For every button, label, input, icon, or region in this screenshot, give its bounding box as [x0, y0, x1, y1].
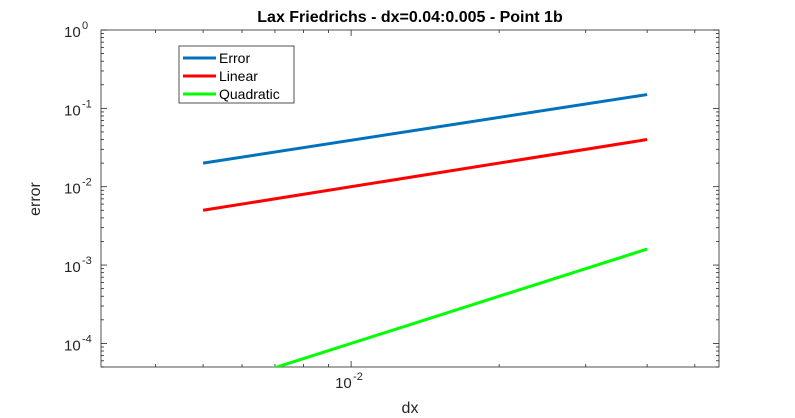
- axis-ticks: 10 010 -110 -210 -310 -410 -2: [64, 20, 719, 392]
- y-tick-base: 10: [64, 337, 81, 354]
- y-tick-base: 10: [64, 259, 81, 276]
- y-tick-label: 10 -4: [64, 333, 92, 354]
- legend-item: Error: [183, 50, 250, 66]
- y-tick-label: 10 0: [64, 20, 88, 41]
- legend-item: Quadratic: [183, 86, 280, 102]
- legend-item: Linear: [183, 68, 258, 84]
- series-line-linear: [202, 138, 648, 212]
- y-tick-base: 10: [64, 102, 81, 119]
- y-tick-exponent: -2: [82, 177, 92, 189]
- y-tick-label: 10 -1: [64, 98, 92, 119]
- chart-title: Lax Friedrichs - dx=0.04:0.005 - Point 1…: [257, 9, 563, 26]
- y-tick-label: 10 -2: [64, 177, 92, 198]
- y-tick-exponent: -3: [82, 255, 92, 267]
- y-tick-base: 10: [64, 181, 81, 198]
- legend: Error Linear Quadratic: [178, 45, 295, 104]
- legend-label: Quadratic: [219, 86, 280, 102]
- y-tick-exponent: -1: [82, 98, 92, 110]
- y-tick-label: 10 -3: [64, 255, 92, 276]
- series-line-quadratic: [272, 247, 648, 367]
- x-tick-label: 10 -2: [335, 371, 363, 392]
- series-layer: [202, 93, 648, 367]
- y-tick-exponent: -4: [82, 333, 92, 345]
- series-line-error: [202, 93, 648, 165]
- y-tick-base: 10: [64, 24, 81, 41]
- y-axis-label: error: [27, 181, 44, 215]
- y-tick-exponent: 0: [82, 20, 88, 32]
- legend-label: Error: [219, 50, 250, 66]
- x-tick-base: 10: [335, 375, 352, 392]
- legend-label: Linear: [219, 68, 258, 84]
- x-tick-exponent: -2: [353, 371, 363, 383]
- x-axis-label: dx: [402, 400, 419, 417]
